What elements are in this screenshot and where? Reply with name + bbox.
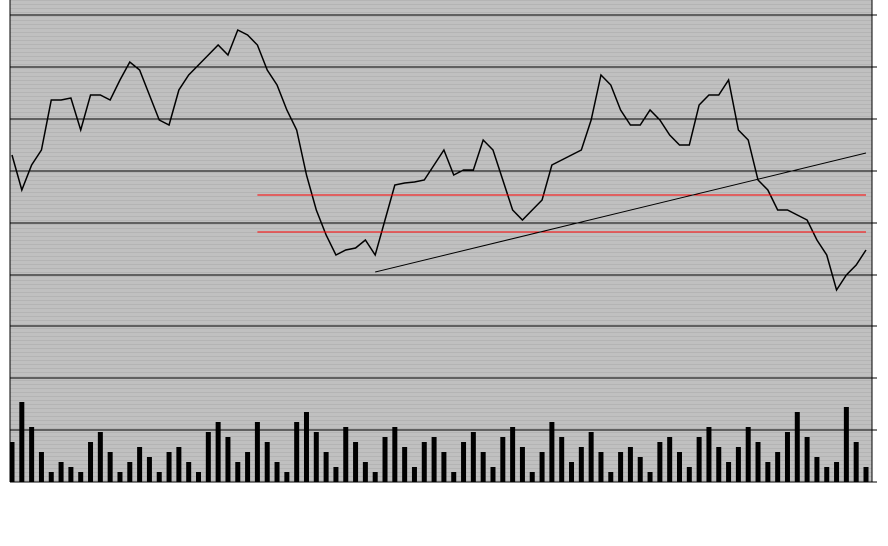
- volume-bar: [588, 432, 594, 482]
- volume-bar: [421, 442, 427, 482]
- volume-bar: [9, 442, 15, 482]
- volume-bar: [618, 452, 624, 482]
- volume-bar: [38, 452, 44, 482]
- volume-bar: [176, 447, 182, 482]
- volume-bar: [686, 467, 692, 482]
- volume-bar: [48, 472, 54, 482]
- volume-bar: [313, 432, 319, 482]
- volume-bar: [490, 467, 496, 482]
- volume-bar: [549, 422, 555, 482]
- volume-bar: [470, 432, 476, 482]
- volume-bar: [372, 472, 378, 482]
- volume-bar: [392, 427, 398, 482]
- volume-bar: [333, 467, 339, 482]
- volume-bar: [235, 462, 241, 482]
- volume-bar: [804, 437, 810, 482]
- volume-bar: [794, 412, 800, 482]
- volume-bar: [146, 457, 152, 482]
- volume-bar: [539, 452, 545, 482]
- volume-bar: [88, 442, 94, 482]
- volume-bar: [225, 437, 231, 482]
- volume-bar: [627, 447, 633, 482]
- volume-bar: [97, 432, 103, 482]
- volume-bar: [431, 437, 437, 482]
- volume-bar: [480, 452, 486, 482]
- volume-bar: [68, 467, 74, 482]
- volume-bar: [657, 442, 663, 482]
- reference-line: [375, 152, 867, 273]
- volume-bar: [667, 437, 673, 482]
- volume-bar: [598, 452, 604, 482]
- volume-bar: [303, 412, 309, 482]
- volume-bar: [735, 447, 741, 482]
- volume-bar: [451, 472, 457, 482]
- volume-bar: [461, 442, 467, 482]
- volume-bar: [166, 452, 172, 482]
- volume-bar: [205, 432, 211, 482]
- volume-bar: [274, 462, 280, 482]
- volume-bar: [19, 402, 25, 482]
- volume-bar: [186, 462, 192, 482]
- volume-bar: [745, 427, 751, 482]
- volume-bar: [402, 447, 408, 482]
- volume-bar: [127, 462, 133, 482]
- volume-bar: [726, 462, 732, 482]
- volume-bar: [156, 472, 162, 482]
- volume-bar: [510, 427, 516, 482]
- volume-bar: [863, 467, 869, 482]
- price-line: [11, 28, 867, 292]
- volume-bar: [755, 442, 761, 482]
- volume-bar: [519, 447, 525, 482]
- volume-bar: [323, 452, 329, 482]
- volume-bar: [264, 442, 270, 482]
- volume-bar: [294, 422, 300, 482]
- volume-bar: [500, 437, 506, 482]
- volume-bar: [843, 407, 849, 482]
- volume-bar: [29, 427, 35, 482]
- volume-bar: [284, 472, 290, 482]
- volume-bar: [441, 452, 447, 482]
- volume-bar: [58, 462, 64, 482]
- volume-bar: [215, 422, 221, 482]
- volume-bar: [578, 447, 584, 482]
- volume-bar: [107, 452, 113, 482]
- volume-bar: [196, 472, 202, 482]
- volume-bar: [382, 437, 388, 482]
- volume-bar: [254, 422, 260, 482]
- volume-bar: [647, 472, 653, 482]
- volume-bar: [559, 437, 565, 482]
- volume-bar: [775, 452, 781, 482]
- plot-area: [10, 0, 872, 482]
- volume-bar: [853, 442, 859, 482]
- volume-bar: [353, 442, 359, 482]
- volume-bar: [765, 462, 771, 482]
- volume-bar: [716, 447, 722, 482]
- volume-bar: [637, 457, 643, 482]
- volume-bar: [362, 462, 368, 482]
- volume-bar: [706, 427, 712, 482]
- volume-bar: [137, 447, 143, 482]
- volume-bar: [676, 452, 682, 482]
- volume-bar: [784, 432, 790, 482]
- volume-bar: [814, 457, 820, 482]
- volume-bar: [117, 472, 123, 482]
- volume-bar: [608, 472, 614, 482]
- volume-bar: [834, 462, 840, 482]
- volume-bar: [411, 467, 417, 482]
- volume-bar: [696, 437, 702, 482]
- volume-bar: [78, 472, 84, 482]
- volume-bar: [245, 452, 251, 482]
- volume-bar: [569, 462, 575, 482]
- volume-bar: [824, 467, 830, 482]
- volume-bar: [529, 472, 535, 482]
- volume-bar: [343, 427, 349, 482]
